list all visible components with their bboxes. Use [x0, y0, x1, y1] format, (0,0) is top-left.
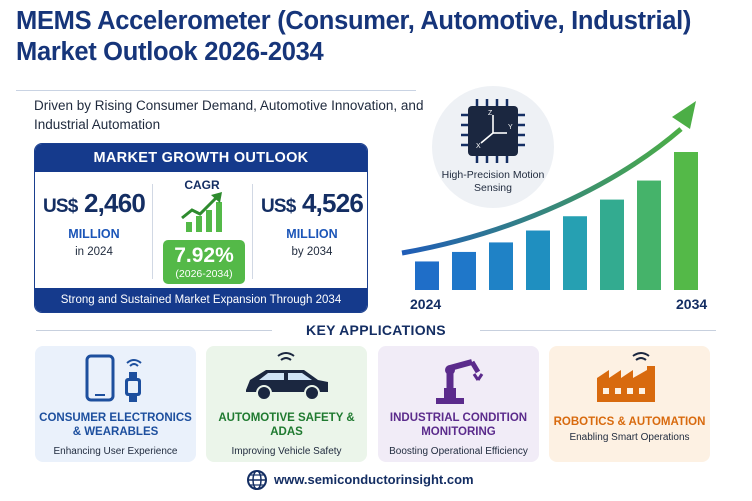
robot-arm-icon: [436, 359, 484, 404]
svg-text:Y: Y: [508, 124, 513, 131]
globe-icon: [247, 470, 267, 490]
end-year: by 2034: [291, 246, 333, 258]
trend-arrowhead: [672, 101, 696, 129]
accelerometer-chip-icon: Z Y X: [461, 99, 525, 163]
website-link[interactable]: www.semiconductorinsight.com: [274, 472, 474, 487]
trend-arrow: [401, 127, 683, 256]
chart-bar: [489, 242, 513, 290]
end-amount: 4,526: [301, 188, 364, 218]
applications-heading: KEY APPLICATIONS: [306, 322, 446, 338]
application-title: INDUSTRIAL CONDITION MONITORING: [389, 412, 528, 438]
chart-bar: [637, 180, 661, 290]
start-unit: MILLION: [68, 227, 120, 241]
application-title: ROBOTICS & AUTOMATION: [553, 416, 706, 428]
application-title: CONSUMER ELECTRONICS & WEARABLES: [39, 412, 192, 438]
chart-end-label: 2034: [676, 296, 708, 312]
car-icon: [246, 352, 328, 401]
market-growth-panel: MARKET GROWTH OUTLOOK US$ 2,460 MILLION …: [34, 143, 368, 313]
page-subtitle: Driven by Rising Consumer Demand, Automo…: [34, 98, 424, 132]
cagr-label: CAGR: [184, 178, 220, 192]
end-stat: US$ 4,526 MILLION by 2034: [257, 188, 367, 258]
panel-footer: Strong and Sustained Market Expansion Th…: [35, 288, 367, 312]
factory-icon: [597, 352, 655, 402]
end-value: US$ 4,526: [257, 188, 367, 222]
website-footer[interactable]: www.semiconductorinsight.com: [236, 468, 516, 492]
start-value: US$ 2,460: [39, 188, 149, 222]
title-divider: [16, 90, 416, 91]
chart-bar: [526, 230, 550, 290]
end-currency: US$: [260, 196, 296, 217]
chart-bar: [415, 261, 439, 290]
growth-bar-chart: [401, 101, 698, 290]
growth-bars-icon: [181, 192, 222, 232]
chart-bar: [452, 251, 476, 290]
chip-caption: High-Precision Motion Sensing: [441, 169, 545, 194]
application-card-industrial: INDUSTRIAL CONDITION MONITORING Boosting…: [378, 346, 539, 462]
start-stat: US$ 2,460 MILLION in 2024: [39, 188, 149, 258]
start-year: in 2024: [75, 246, 113, 258]
page-title: MEMS Accelerometer (Consumer, Automotive…: [16, 7, 692, 66]
panel-heading: MARKET GROWTH OUTLOOK: [35, 144, 367, 172]
apps-divider-right: [480, 330, 716, 331]
application-desc: Improving Vehicle Safety: [231, 446, 342, 457]
application-desc: Enabling Smart Operations: [569, 432, 690, 443]
cagr-range: (2026-2034): [175, 268, 233, 280]
application-title: AUTOMOTIVE SAFETY & ADAS: [218, 412, 355, 438]
end-unit: MILLION: [286, 227, 338, 241]
chart-bar: [674, 152, 698, 290]
application-desc: Boosting Operational Efficiency: [389, 446, 528, 457]
cagr-value: 7.92%: [174, 244, 234, 267]
cagr-badge: 7.92% (2026-2034): [163, 240, 245, 284]
application-card-robotics: ROBOTICS & AUTOMATION Enabling Smart Ope…: [549, 346, 710, 462]
application-card-consumer: CONSUMER ELECTRONICS & WEARABLES Enhanci…: [35, 346, 196, 462]
chart-bar: [600, 199, 624, 290]
application-desc: Enhancing User Experience: [53, 446, 178, 457]
chart-bar: [563, 216, 587, 290]
smartphone-watch-icon: [85, 354, 142, 402]
application-card-automotive: AUTOMOTIVE SAFETY & ADAS Improving Vehic…: [206, 346, 367, 462]
apps-divider-left: [36, 330, 272, 331]
svg-text:X: X: [476, 143, 481, 150]
chart-start-label: 2024: [410, 296, 442, 312]
divider-left: [152, 184, 153, 279]
start-amount: 2,460: [83, 188, 146, 218]
svg-text:Z: Z: [488, 110, 493, 117]
divider-right: [252, 184, 253, 279]
start-currency: US$: [42, 196, 78, 217]
